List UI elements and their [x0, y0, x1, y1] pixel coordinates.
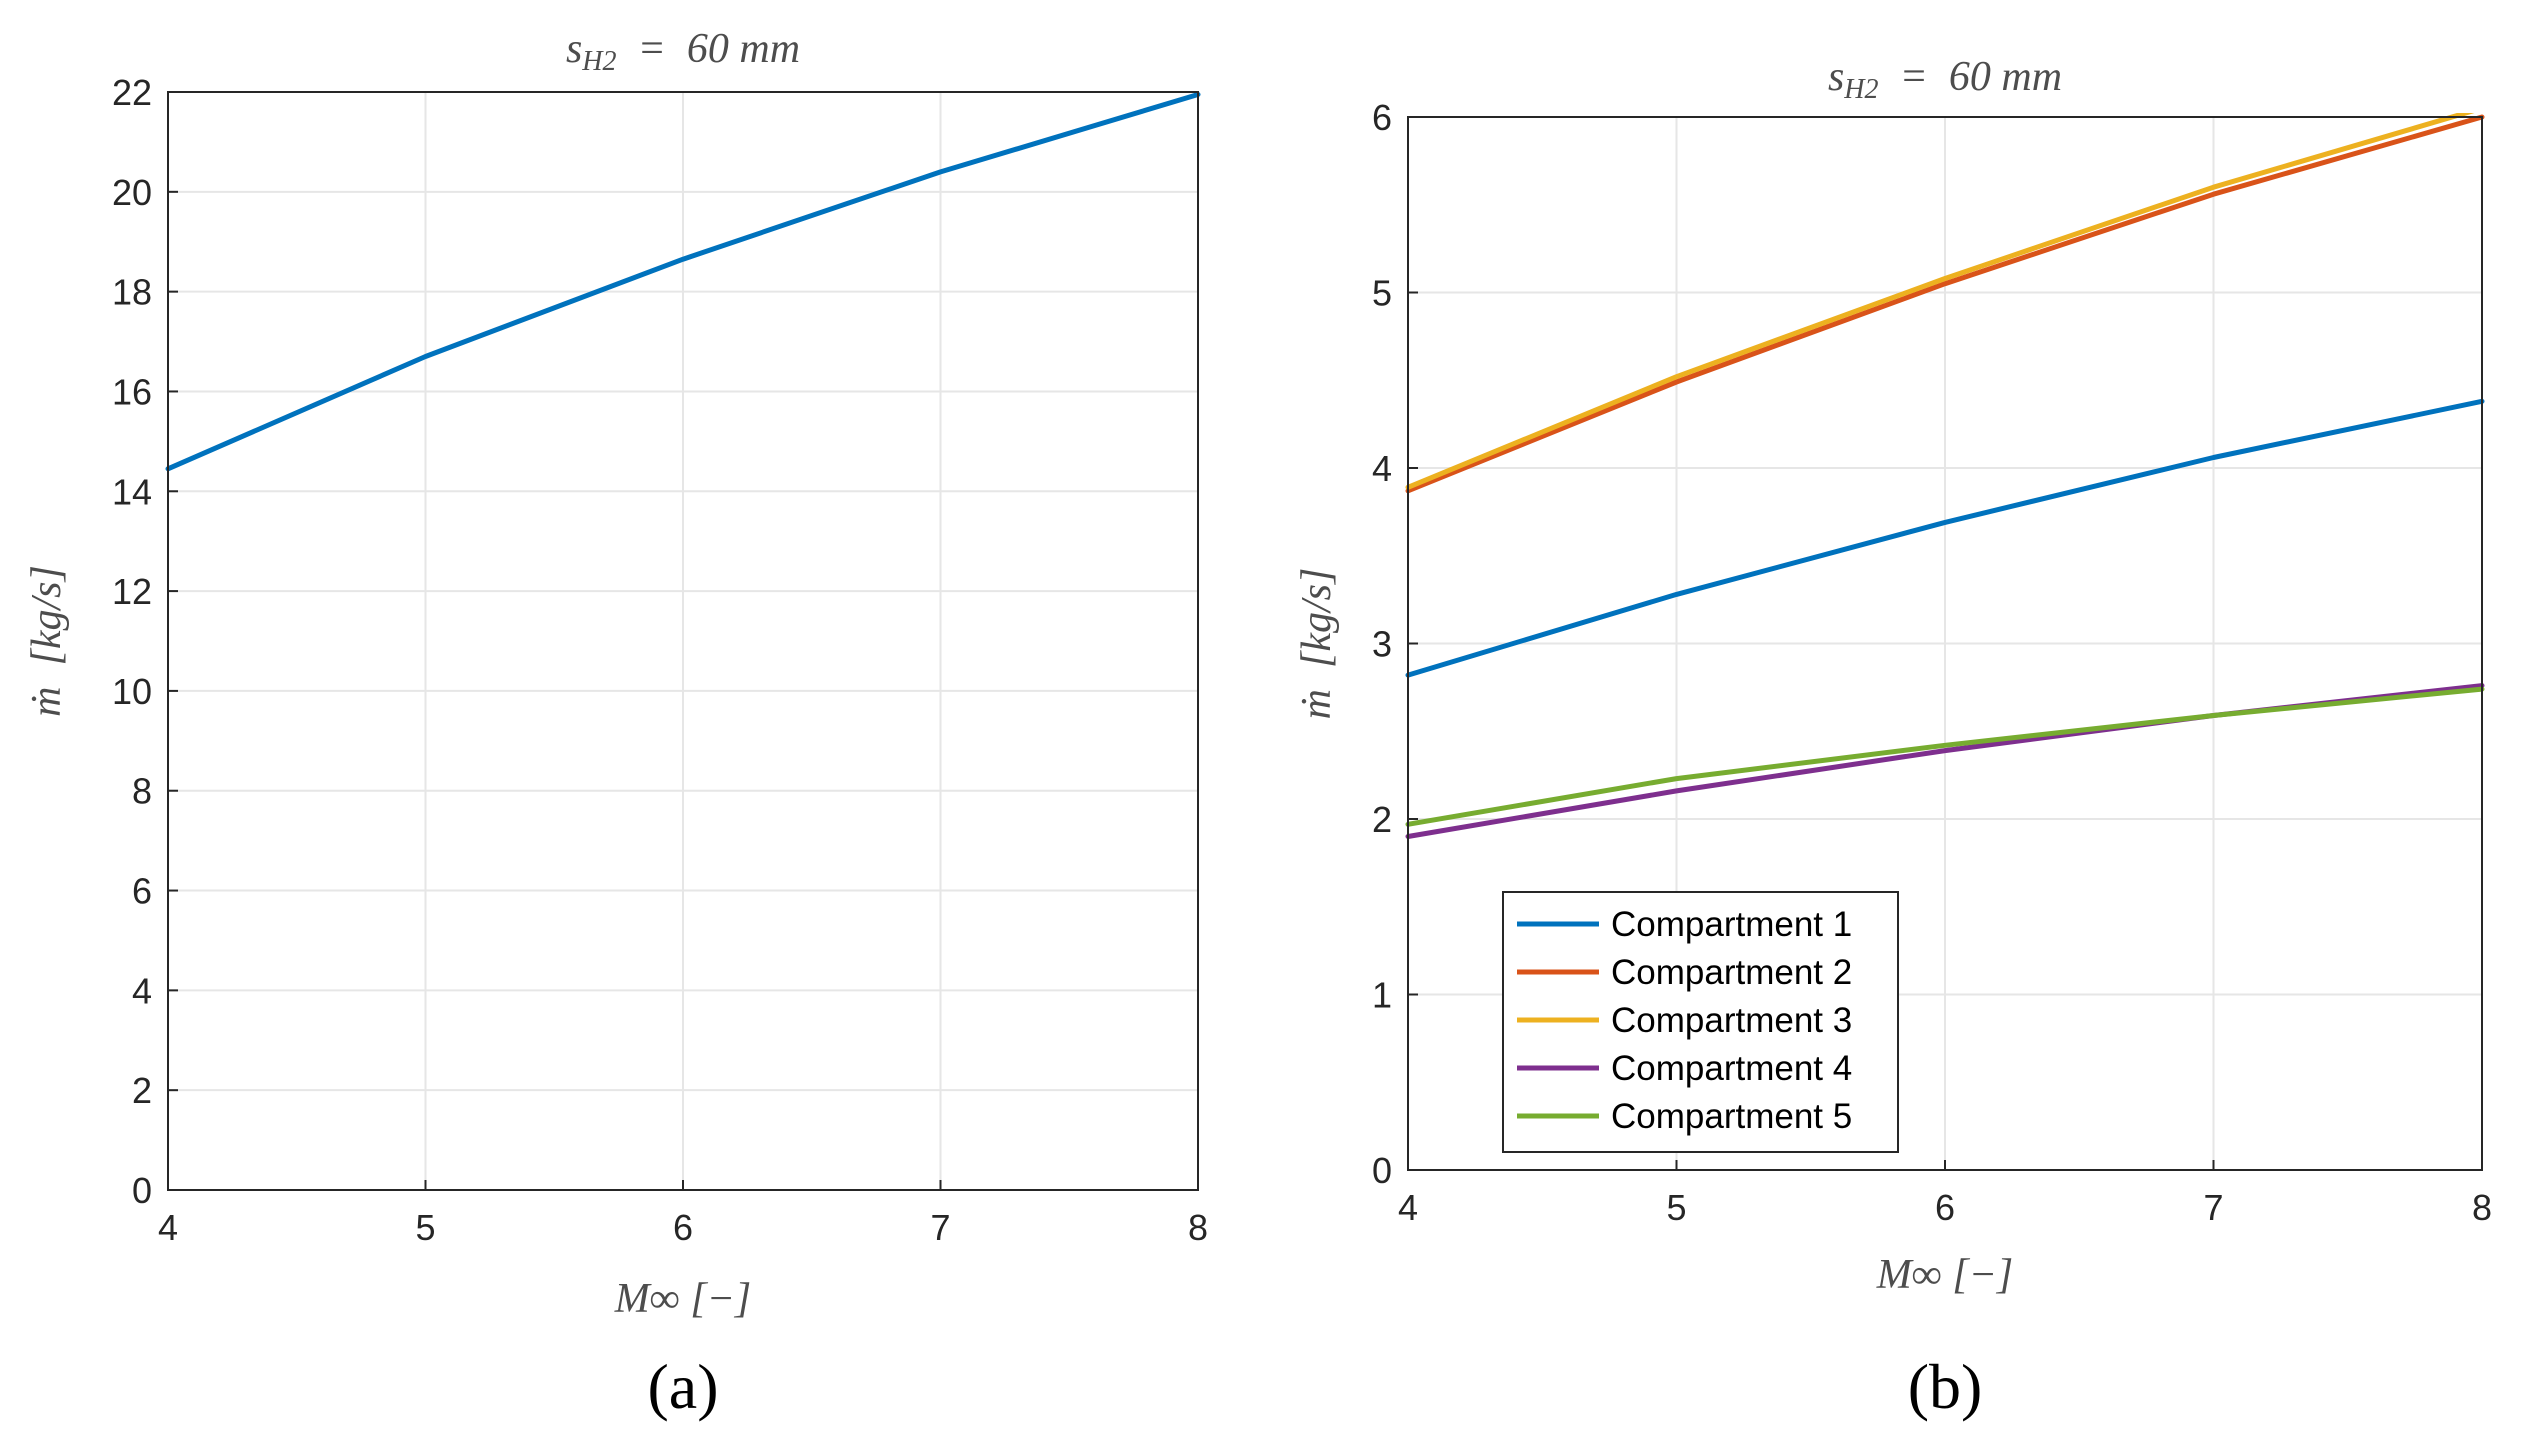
title-value-a: = 60 mm [617, 26, 801, 72]
y-tick-label: 18 [112, 272, 152, 313]
series-lines-b [1405, 113, 2485, 839]
legend-label-2: Compartment 2 [1611, 953, 1852, 992]
y-tick-label: 3 [1372, 624, 1392, 665]
series-line-1 [1405, 398, 2485, 678]
ticks-a: 4 5 6 7 8 0 2 4 6 8 10 12 14 16 18 20 22 [112, 72, 1208, 1248]
legend-label-1: Compartment 1 [1611, 905, 1852, 944]
y-tick-label: 20 [112, 172, 152, 213]
ticks-b: 4 5 6 7 8 0 1 2 3 4 5 6 [1372, 97, 2492, 1228]
title-symbol-a: s [566, 26, 582, 72]
y-tick-label: 12 [112, 571, 152, 612]
y-tick-label: 1 [1372, 975, 1392, 1016]
panel-label-b: (b) [1908, 1351, 1983, 1422]
chart-title-b: sH2 = 60 mm [1828, 54, 2062, 105]
x-tick-label: 8 [2472, 1187, 2492, 1228]
chart-panel-b: 4 5 6 7 8 0 1 2 3 4 5 6 sH2 = 60 mm M∞ [−] ṁ [kg/s]… [1294, 54, 2492, 1422]
y-tick-label: 10 [112, 671, 152, 712]
x-tick-label: 7 [930, 1207, 950, 1248]
title-subscript-a: H2 [581, 46, 616, 77]
legend-label-4: Compartment 4 [1611, 1049, 1852, 1088]
x-tick-label: 5 [415, 1207, 435, 1248]
y-tick-label: 5 [1372, 273, 1392, 314]
y-tick-label: 0 [132, 1170, 152, 1211]
y-axis-label-a: ṁ [kg/s] [24, 565, 70, 717]
y-tick-label: 22 [112, 72, 152, 113]
y-tick-label: 2 [1372, 799, 1392, 840]
y-tick-label: 6 [132, 871, 152, 912]
y-tick-label: 16 [112, 371, 152, 412]
legend-label-5: Compartment 5 [1611, 1097, 1852, 1136]
series-lines-a [165, 92, 1201, 472]
series-line-5 [1405, 686, 2485, 827]
title-subscript-b: H2 [1843, 74, 1878, 105]
y-tick-label: 2 [132, 1070, 152, 1111]
x-tick-label: 5 [1666, 1187, 1686, 1228]
series-line-1 [165, 92, 1201, 472]
chart-title-a: sH2 = 60 mm [566, 26, 800, 77]
panel-label-a: (a) [647, 1351, 718, 1422]
series-line-3 [1405, 113, 2475, 490]
y-axis-label-b: ṁ [kg/s] [1294, 568, 1340, 720]
series-line-2 [1405, 114, 2485, 494]
y-tick-label: 8 [132, 771, 152, 812]
chart-panel-a: 4 5 6 7 8 0 2 4 6 8 10 12 14 16 18 20 22 sH2 = 60 mm M∞ … [24, 26, 1208, 1422]
x-axis-label-b: M∞ [−] [1876, 1252, 2013, 1298]
x-tick-label: 6 [673, 1207, 693, 1248]
x-axis-label-a: M∞ [−] [614, 1276, 751, 1322]
title-value-b: = 60 mm [1879, 54, 2063, 100]
y-tick-label: 6 [1372, 97, 1392, 138]
x-tick-label: 7 [2203, 1187, 2223, 1228]
legend: Compartment 1 Compartment 2 Compartment 3 C… [1502, 891, 1899, 1153]
y-tick-label: 4 [1372, 448, 1392, 489]
title-symbol-b: s [1828, 54, 1844, 100]
x-tick-label: 8 [1188, 1207, 1208, 1248]
y-tick-label: 14 [112, 471, 152, 512]
y-tick-label: 0 [1372, 1150, 1392, 1191]
x-tick-label: 6 [1935, 1187, 1955, 1228]
x-tick-label: 4 [158, 1207, 178, 1248]
y-tick-label: 4 [132, 970, 152, 1011]
legend-label-3: Compartment 3 [1611, 1001, 1852, 1040]
x-tick-label: 4 [1398, 1187, 1418, 1228]
grid-a [167, 91, 1199, 1191]
